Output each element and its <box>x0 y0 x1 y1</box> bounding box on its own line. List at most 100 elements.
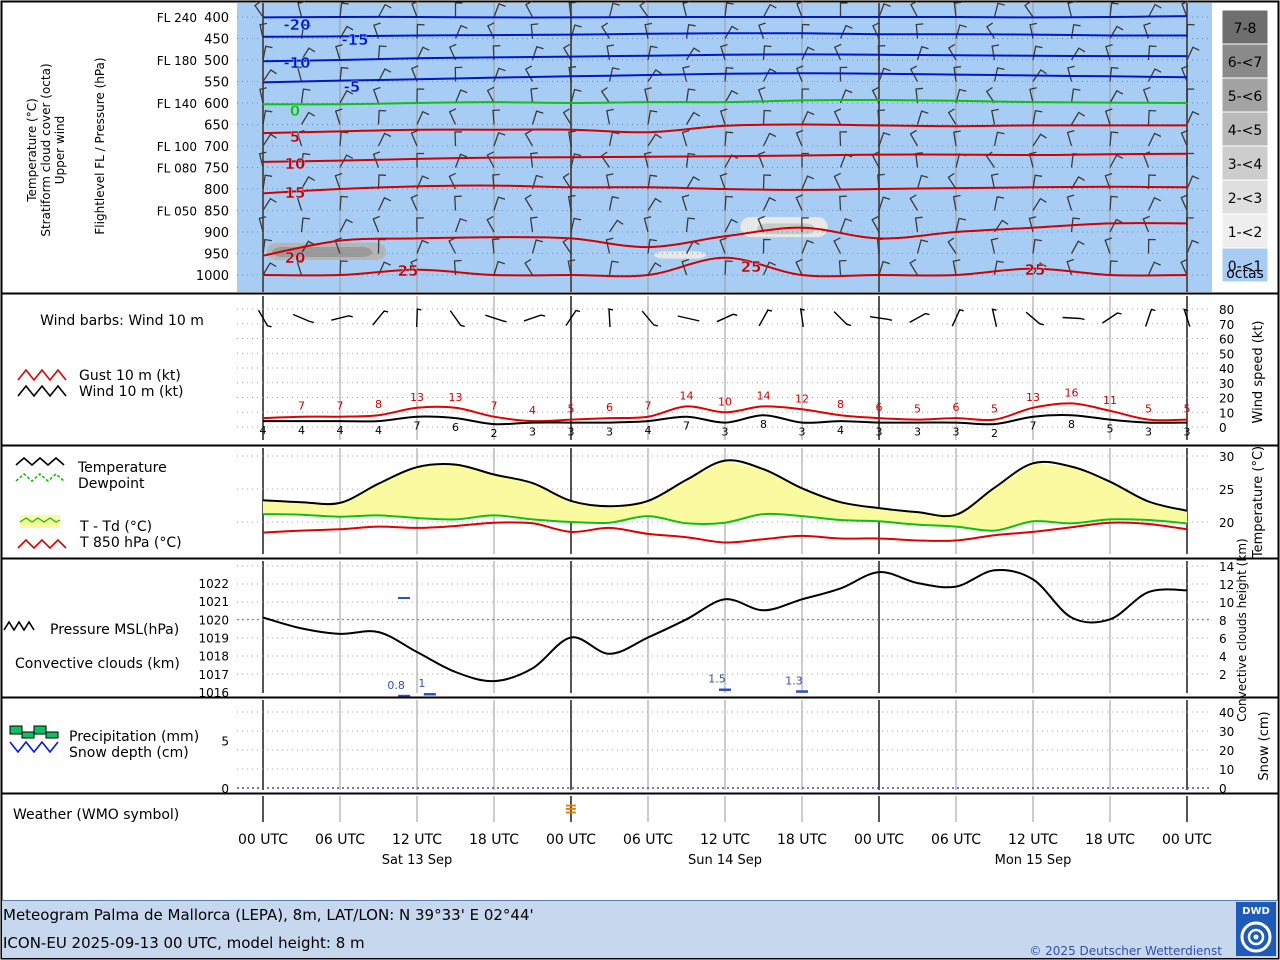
upper-wind-barb <box>719 172 728 190</box>
wind-value-label: 3 <box>1184 426 1191 439</box>
snow-tick-label: 0 <box>1219 782 1227 796</box>
upper-wind-barb <box>262 174 273 190</box>
upper-wind-barb <box>608 2 620 18</box>
upper-wind-barb <box>719 108 728 125</box>
cloud-legend-swatch <box>1221 9 1269 45</box>
isotherm-label: 20 <box>285 249 306 267</box>
upper-wind-barb <box>916 110 929 125</box>
upper-wind-barb <box>1147 132 1162 147</box>
wind-value-label: 4 <box>837 424 844 437</box>
isotherm-label: 25 <box>1025 261 1046 279</box>
upper-wind-barb <box>1104 237 1113 254</box>
upper-wind-barb <box>685 111 701 125</box>
upper-wind-barb <box>647 68 662 82</box>
surface-wind-barb <box>641 310 658 327</box>
upper-wind-barb <box>993 131 1005 147</box>
surface-wind-barb <box>799 308 805 328</box>
surface-wind-barb <box>608 308 614 328</box>
upper-wind-barb <box>1180 129 1189 147</box>
upper-wind-barb <box>448 43 457 61</box>
upper-wind-barb <box>373 22 381 39</box>
upper-wind-barb <box>795 65 804 82</box>
upper-wind-barb <box>1109 131 1119 147</box>
upper-wind-barb <box>339 260 348 276</box>
isotherm-label: -5 <box>344 78 361 96</box>
pressure-lines <box>262 569 1188 683</box>
upper-wind-barb <box>1147 196 1162 211</box>
upper-wind-barb <box>915 87 924 104</box>
upper-wind-barb <box>1109 2 1119 18</box>
gust-value-label: 7 <box>491 400 498 413</box>
upper-wind-barb <box>909 65 919 82</box>
convective-cloud-bar <box>398 694 411 698</box>
wind-lines <box>262 402 1188 426</box>
upper-wind-barb <box>334 172 343 190</box>
isotherm-label: 25 <box>398 262 419 280</box>
fog-symbol: ≡ <box>564 799 577 818</box>
upper-wind-barb <box>600 86 611 104</box>
upper-wind-barb <box>493 260 505 276</box>
upper-wind-barb <box>410 194 418 211</box>
upper-wind-barb <box>990 173 999 190</box>
flight-level-label: FL 140 <box>157 97 197 111</box>
surface-wind-barb <box>1183 308 1191 327</box>
upper-wind-barb <box>916 239 929 254</box>
convective-tick-label: 12 <box>1219 578 1234 592</box>
snow-axis-title: Snow (cm) <box>1257 711 1272 780</box>
precipitation-panel: 0 10 20 30 40 0 5 Precipitation (mm) Snow dept… <box>9 700 1272 796</box>
upper-wind-barb <box>871 215 880 233</box>
gust-value-label: 5 <box>568 403 575 416</box>
upper-wind-barb <box>762 174 772 190</box>
wind-tick-label: 70 <box>1219 318 1234 332</box>
wind-value-label: 3 <box>953 426 960 439</box>
upper-wind-barb <box>1029 87 1037 104</box>
dewpoint-legend-label: Dewpoint <box>78 476 145 492</box>
gust-value-label: 6 <box>606 401 613 414</box>
upper-wind-barb <box>448 108 457 125</box>
upper-wind-barb <box>339 195 349 211</box>
temperature-legend-icon <box>15 456 65 467</box>
upper-wind-barb <box>416 217 424 233</box>
upper-wind-barb <box>1070 111 1086 125</box>
flight-level-label: FL 080 <box>157 162 197 176</box>
cloud-legend-swatch <box>1221 111 1269 147</box>
upper-wind-barb <box>1032 262 1047 276</box>
upper-wind-barb <box>1032 68 1047 82</box>
upper-wind-barb <box>531 174 544 190</box>
isotherm-label: 10 <box>285 155 306 173</box>
upper-wind-barb <box>1109 89 1124 104</box>
wind-tick-label: 20 <box>1219 392 1234 406</box>
upper-wind-barb <box>1186 110 1200 125</box>
cloud-legend-swatch <box>1221 213 1269 249</box>
wind-tick-label: 80 <box>1219 303 1234 317</box>
wind-value-label: 3 <box>722 426 729 439</box>
upper-wind-barb <box>297 65 305 82</box>
upper-wind-barb <box>605 237 614 254</box>
precip-legend-bar-2 <box>21 731 35 739</box>
cloud-legend-swatch <box>1221 247 1269 283</box>
upper-title-line-1: Temperature (°C) <box>25 98 39 203</box>
isotherm-line <box>262 98 1188 106</box>
dewpoint-line <box>262 512 1188 532</box>
pressure-tick-label: 1021 <box>198 595 229 609</box>
spread-area <box>263 460 1187 531</box>
gust-value-label: 5 <box>1184 403 1191 416</box>
dewpoint-legend-icon <box>15 472 65 483</box>
footer-model-line: ICON-EU 2025-09-13 00 UTC, model height:… <box>3 934 365 952</box>
wind-tick-label: 30 <box>1219 377 1234 391</box>
upper-wind-barb <box>529 216 538 233</box>
isotherm-line <box>262 72 1188 84</box>
precipitation-grid <box>237 700 1212 790</box>
wind-axis-title: Wind speed (kt) <box>1251 321 1266 424</box>
upper-wind-barb <box>296 258 305 276</box>
upper-wind-barb <box>838 259 847 276</box>
upper-wind-barb <box>1024 0 1034 18</box>
upper-wind-barb <box>262 238 272 254</box>
upper-air-panel: -20 -15 -10 -5 0 5 10 15 20 25 25 25 400 450 500 550 60… <box>25 0 1269 292</box>
upper-wind-barb <box>1032 238 1042 254</box>
upper-wind-barb <box>955 88 967 104</box>
convective-cloud-bar <box>398 597 410 599</box>
upper-wind-barb <box>262 45 273 61</box>
gust-value-label: 13 <box>449 391 463 404</box>
upper-wind-barb <box>608 219 624 233</box>
